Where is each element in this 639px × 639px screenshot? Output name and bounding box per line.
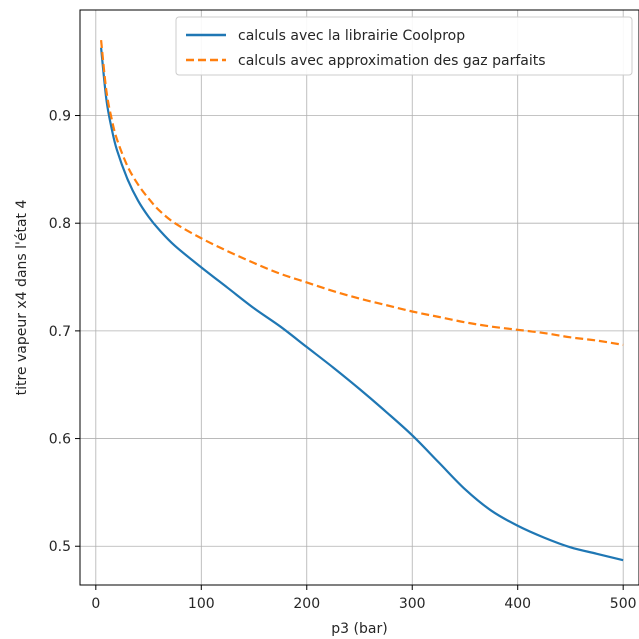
y-tick-label: 0.6 (49, 432, 71, 448)
series-group (99, 40, 624, 562)
x-tick-label: 0 (91, 596, 100, 612)
x-tick-label: 300 (399, 596, 426, 612)
y-tick-label: 0.9 (49, 109, 71, 125)
legend: calculs avec la librairie Coolprop calcu… (175, 16, 633, 76)
y-axis-label: titre vapeur x4 dans l'état 4 (14, 200, 30, 396)
plot-area-frame (79, 9, 639, 586)
x-tick-label: 200 (293, 596, 320, 612)
y-tick-label: 0.5 (49, 539, 71, 555)
legend-box (175, 16, 633, 76)
legend-label-coolprop: calculs avec la librairie Coolprop (238, 28, 465, 44)
grid (80, 10, 639, 585)
series-line-coolprop (99, 47, 624, 562)
x-axis-label: p3 (bar) (331, 621, 387, 637)
axis-ticks: 0 100 200 300 400 500 0.5 0.6 0.7 0.8 0.9 (49, 109, 637, 612)
x-tick-label: 400 (504, 596, 531, 612)
x-tick-label: 500 (610, 596, 637, 612)
y-tick-label: 0.7 (49, 324, 71, 340)
x-tick-label: 100 (188, 596, 215, 612)
y-tick-label: 0.8 (49, 216, 71, 232)
legend-label-gaz-parfaits: calculs avec approximation des gaz parfa… (238, 53, 546, 69)
